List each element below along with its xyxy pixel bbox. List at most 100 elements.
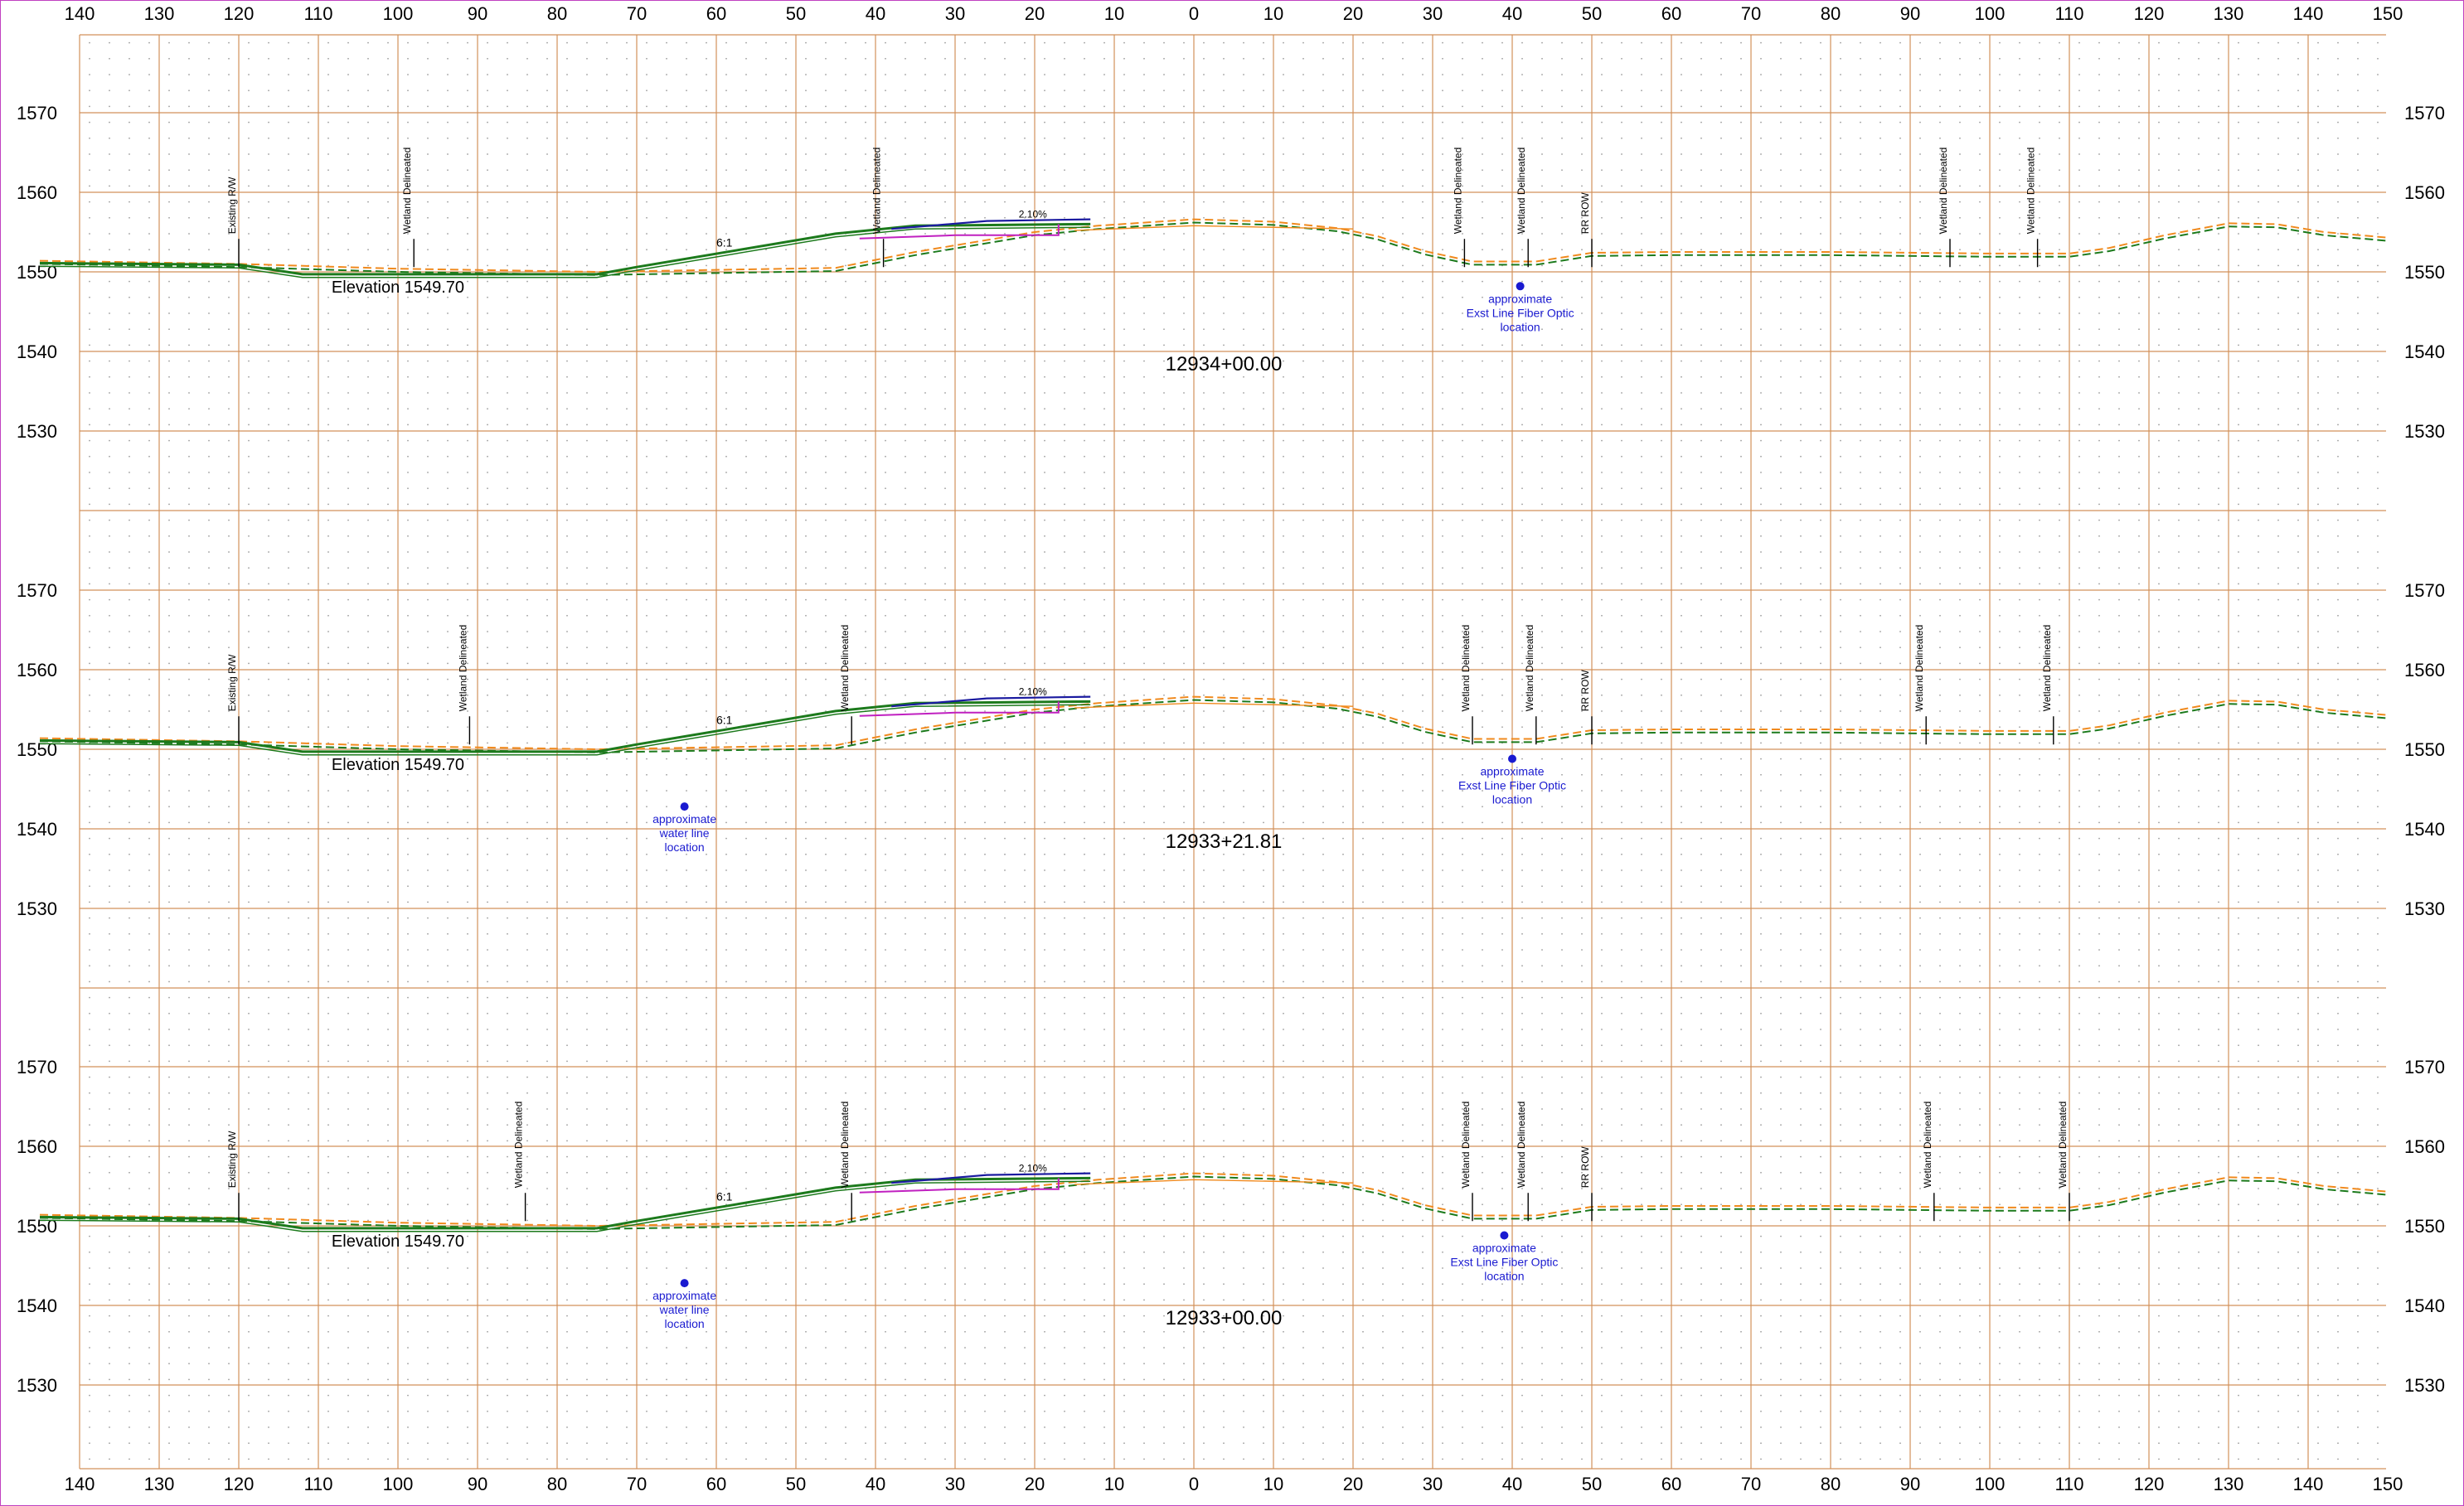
elevation-label-right: 1530 xyxy=(2404,1375,2445,1396)
elevation-label-right: 1540 xyxy=(2404,341,2445,362)
utility-label: approximate xyxy=(1488,292,1552,305)
station-tick-label-bottom: 110 xyxy=(303,1474,332,1494)
callout-label: Wetland Delineated xyxy=(1913,625,1925,712)
station-tick-label-bottom: 20 xyxy=(1343,1474,1363,1494)
elevation-label-left: 1550 xyxy=(17,262,57,283)
cross-slope-label: 2.10% xyxy=(1019,686,1047,698)
elevation-label-left: 1540 xyxy=(17,341,57,362)
station-tick-label-top: 130 xyxy=(2214,3,2244,24)
station-tick-label-bottom: 50 xyxy=(1582,1474,1602,1494)
callout-label: RR ROW xyxy=(1579,192,1591,235)
elevation-label-left: 1530 xyxy=(17,1375,57,1396)
callout-label: Wetland Delineated xyxy=(1452,148,1463,235)
station-label: 12934+00.00 xyxy=(1166,353,1283,375)
elevation-label-left: 1570 xyxy=(17,1057,57,1077)
station-tick-label-top: 50 xyxy=(1582,3,1602,24)
elevation-label-left: 1560 xyxy=(17,1136,57,1157)
callout-label: Wetland Delineated xyxy=(513,1102,525,1189)
station-tick-label-bottom: 60 xyxy=(1661,1474,1681,1494)
existing-ground-line-alt xyxy=(39,1175,2389,1230)
elevation-label-left: 1560 xyxy=(17,660,57,680)
station-tick-label-top: 10 xyxy=(1264,3,1283,24)
callout-label: Wetland Delineated xyxy=(2025,148,2037,235)
elevation-annotation: Elevation 1549.70 xyxy=(332,278,464,297)
elevation-label-left: 1530 xyxy=(17,421,57,442)
pavement-line xyxy=(891,695,1091,708)
callout-label: Wetland Delineated xyxy=(2057,1102,2069,1189)
proposed-section-line xyxy=(39,700,1091,753)
station-tick-label-bottom: 120 xyxy=(224,1474,255,1494)
slope-label: 6:1 xyxy=(716,1189,733,1203)
axes: 1401401301301201201101101001009090808070… xyxy=(17,3,2445,1494)
station-tick-label-top: 90 xyxy=(1900,3,1920,24)
callout-label: Wetland Delineated xyxy=(1516,1102,1527,1189)
callout-label: Wetland Delineated xyxy=(1460,1102,1472,1189)
station-tick-label-top: 110 xyxy=(303,3,332,24)
station-tick-label-bottom: 120 xyxy=(2134,1474,2165,1494)
callout-label: Wetland Delineated xyxy=(457,625,468,712)
utility-label: water line xyxy=(659,1303,710,1316)
elevation-label-right: 1530 xyxy=(2404,898,2445,919)
utility-label: location xyxy=(664,1317,704,1330)
callout-label: Wetland Delineated xyxy=(401,148,413,235)
station-tick-label-top: 110 xyxy=(2054,3,2083,24)
utility-label: Exst Line Fiber Optic xyxy=(1458,779,1566,792)
elevation-label-right: 1560 xyxy=(2404,660,2445,680)
station-tick-label-top: 40 xyxy=(866,3,885,24)
station-tick-label-top: 130 xyxy=(144,3,175,24)
existing-surface-line xyxy=(1074,1179,1354,1185)
pavement-line xyxy=(891,218,1091,230)
station-tick-label-top: 30 xyxy=(945,3,965,24)
station-tick-label-top: 0 xyxy=(1189,3,1199,24)
station-tick-label-top: 150 xyxy=(2373,3,2403,24)
station-tick-label-bottom: 20 xyxy=(1025,1474,1045,1494)
callout-label: Wetland Delineated xyxy=(1460,625,1472,712)
station-tick-label-top: 70 xyxy=(627,3,647,24)
station-tick-label-top: 90 xyxy=(468,3,487,24)
elevation-label-left: 1570 xyxy=(17,580,57,601)
existing-surface-line xyxy=(1074,702,1354,709)
existing-surface-line xyxy=(1074,225,1354,231)
callout-label: Wetland Delineated xyxy=(2041,625,2053,712)
slope-label: 6:1 xyxy=(716,235,733,249)
station-tick-label-top: 80 xyxy=(547,3,567,24)
callout-label: RR ROW xyxy=(1579,670,1591,712)
station-label: 12933+00.00 xyxy=(1166,1307,1283,1329)
utility-label: water line xyxy=(659,826,710,840)
existing-ground-line xyxy=(39,218,2389,274)
station-tick-label-top: 20 xyxy=(1025,3,1045,24)
utility-label: location xyxy=(664,840,704,854)
utility-label: approximate xyxy=(1472,1242,1536,1255)
station-tick-label-bottom: 40 xyxy=(1502,1474,1522,1494)
station-tick-label-bottom: 70 xyxy=(627,1474,647,1494)
elevation-label-left: 1550 xyxy=(17,1216,57,1237)
sections: 6:1 2.10% Elevation 1549.70 12934+00.00 Exis… xyxy=(39,148,2389,1330)
callout-label: Wetland Delineated xyxy=(871,148,883,235)
station-tick-label-bottom: 0 xyxy=(1189,1474,1199,1494)
callout-label: Existing R/W xyxy=(226,177,238,234)
callout-label: Wetland Delineated xyxy=(1938,148,1949,235)
utility-label: Exst Line Fiber Optic xyxy=(1467,306,1574,319)
callout-label: Existing R/W xyxy=(226,1131,238,1188)
station-tick-label-top: 80 xyxy=(1821,3,1841,24)
station-tick-label-top: 60 xyxy=(1661,3,1681,24)
cross-slope-label: 2.10% xyxy=(1019,209,1047,220)
elevation-label-left: 1530 xyxy=(17,898,57,919)
elevation-label-left: 1540 xyxy=(17,1295,57,1316)
station-tick-label-bottom: 40 xyxy=(866,1474,885,1494)
elevation-label-right: 1560 xyxy=(2404,182,2445,203)
station-tick-label-bottom: 60 xyxy=(706,1474,726,1494)
utility-label: approximate xyxy=(1480,765,1544,778)
proposed-section-line-inner xyxy=(39,704,1091,756)
elevation-label-right: 1570 xyxy=(2404,103,2445,123)
station-tick-label-bottom: 100 xyxy=(1975,1474,2006,1494)
callout-label: Existing R/W xyxy=(226,654,238,711)
station-tick-label-top: 100 xyxy=(1975,3,2006,24)
station-label: 12933+21.81 xyxy=(1166,830,1283,853)
station-tick-label-bottom: 130 xyxy=(2214,1474,2244,1494)
cross-section-12934+00.00: 6:1 2.10% Elevation 1549.70 12934+00.00 Exis… xyxy=(39,148,2389,375)
utility-marker xyxy=(1516,282,1525,291)
station-tick-label-bottom: 150 xyxy=(2373,1474,2403,1494)
station-tick-label-bottom: 140 xyxy=(65,1474,95,1494)
